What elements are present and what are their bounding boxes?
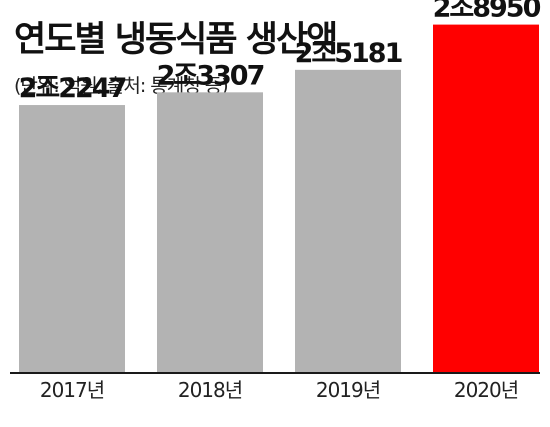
value-label-2020년: 2조8950 xyxy=(433,0,541,24)
bar-2018년 xyxy=(157,92,263,372)
category-label-2017년: 2017년 xyxy=(40,378,104,402)
bar-2020년 xyxy=(433,24,539,372)
value-label-2017년: 2조2247 xyxy=(19,73,126,104)
bar-2019년 xyxy=(295,69,401,372)
bar-2017년 xyxy=(19,105,125,372)
category-label-2020년: 2020년 xyxy=(454,378,518,402)
chart-title: 연도별 냉동식품 생산액 xyxy=(14,20,338,60)
category-label-2018년: 2018년 xyxy=(178,378,242,402)
chart-subtitle: (단위: 억원, 출처: 통계청 등) xyxy=(14,75,229,97)
category-label-2019년: 2019년 xyxy=(316,378,380,402)
value-label-2019년: 2조5181 xyxy=(295,38,402,69)
value-label-2018년: 2조3307 xyxy=(157,60,264,91)
